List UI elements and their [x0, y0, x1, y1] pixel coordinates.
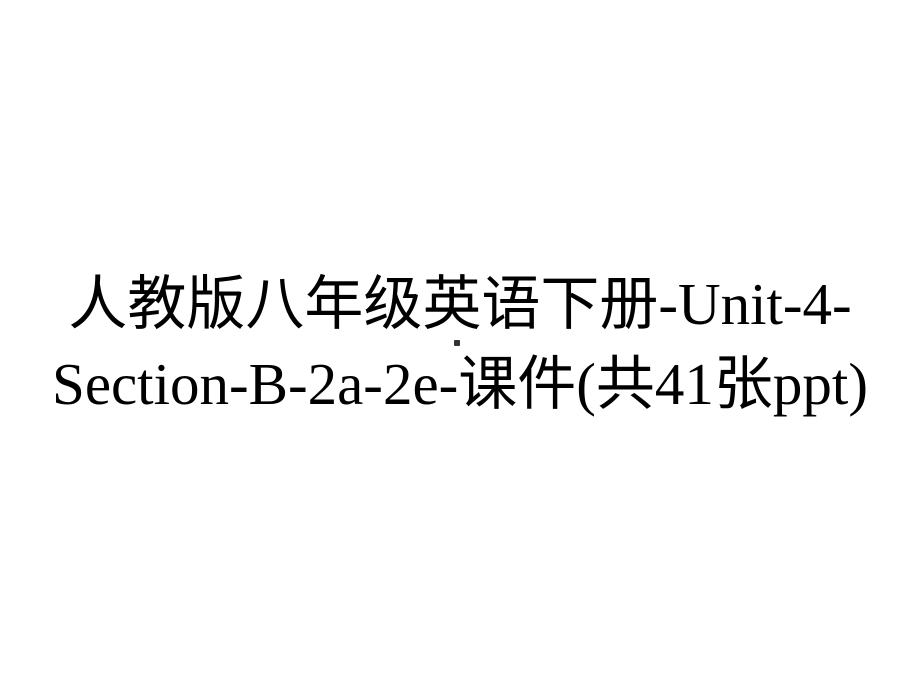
- center-dot: [454, 340, 460, 346]
- slide-title: 人教版八年级英语下册-Unit-4-Section-B-2a-2e-课件(共41…: [40, 265, 880, 424]
- slide-container: 人教版八年级英语下册-Unit-4-Section-B-2a-2e-课件(共41…: [0, 0, 920, 690]
